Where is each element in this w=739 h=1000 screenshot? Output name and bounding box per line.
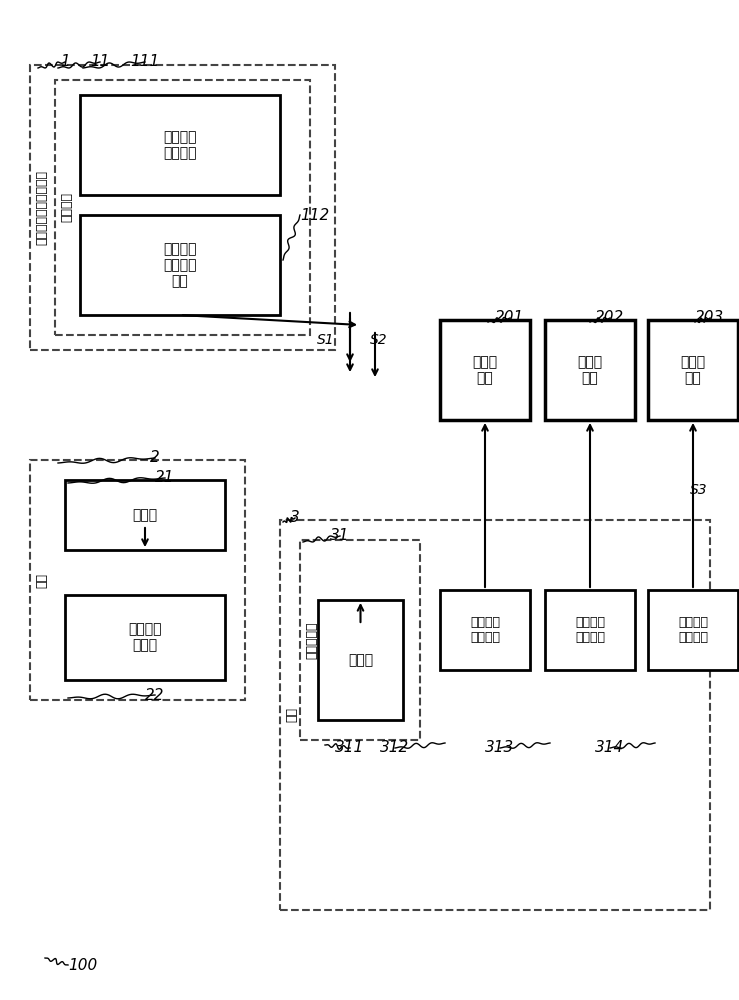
Text: 缓存器: 缓存器 xyxy=(348,653,373,667)
FancyBboxPatch shape xyxy=(30,460,245,700)
Text: 111: 111 xyxy=(130,54,160,70)
Text: 从属处理器: 从属处理器 xyxy=(305,621,319,659)
Text: S3: S3 xyxy=(690,483,708,497)
FancyBboxPatch shape xyxy=(65,480,225,550)
Text: 通用输入
输出端口: 通用输入 输出端口 xyxy=(470,616,500,644)
FancyBboxPatch shape xyxy=(80,95,280,195)
Text: 2: 2 xyxy=(150,450,160,466)
Text: 非易失性内存固态硬盘: 非易失性内存固态硬盘 xyxy=(35,170,49,245)
Text: 外围组件
快速互联
端口: 外围组件 快速互联 端口 xyxy=(163,242,197,288)
Text: 201: 201 xyxy=(495,310,525,326)
FancyBboxPatch shape xyxy=(55,80,310,335)
Text: 21: 21 xyxy=(155,471,174,486)
Text: 313: 313 xyxy=(486,740,514,756)
Text: 控制模块: 控制模块 xyxy=(61,192,73,223)
Text: 11: 11 xyxy=(90,54,110,70)
Text: 203: 203 xyxy=(695,310,725,326)
Text: 背板: 背板 xyxy=(285,708,299,722)
FancyBboxPatch shape xyxy=(545,590,635,670)
Text: 平台路径
控制器: 平台路径 控制器 xyxy=(129,622,162,653)
Text: 314: 314 xyxy=(596,740,624,756)
FancyBboxPatch shape xyxy=(545,320,635,420)
Text: S2: S2 xyxy=(370,333,388,347)
Text: 主板: 主板 xyxy=(35,572,49,587)
FancyBboxPatch shape xyxy=(80,215,280,315)
Text: 112: 112 xyxy=(300,208,330,223)
Text: 312: 312 xyxy=(381,740,409,756)
FancyBboxPatch shape xyxy=(300,540,420,740)
Text: 1: 1 xyxy=(60,54,70,70)
FancyBboxPatch shape xyxy=(65,595,225,680)
Text: 故障指
示灯: 故障指 示灯 xyxy=(681,355,706,385)
FancyBboxPatch shape xyxy=(648,320,738,420)
Text: 运作指
示灯: 运作指 示灯 xyxy=(472,355,497,385)
Text: 位置指
示灯: 位置指 示灯 xyxy=(577,355,602,385)
Text: 311: 311 xyxy=(336,740,364,756)
Text: 通用输入
输出端口: 通用输入 输出端口 xyxy=(575,616,605,644)
FancyBboxPatch shape xyxy=(440,590,530,670)
Text: 100: 100 xyxy=(68,958,98,972)
Text: 31: 31 xyxy=(330,528,350,544)
Text: 通用输入
输出端口: 通用输入 输出端口 xyxy=(678,616,708,644)
Text: S1: S1 xyxy=(317,333,335,347)
Text: 内部电路
整合端口: 内部电路 整合端口 xyxy=(163,130,197,160)
Text: 3: 3 xyxy=(290,510,300,526)
Text: 202: 202 xyxy=(596,310,624,326)
FancyBboxPatch shape xyxy=(30,65,335,350)
FancyBboxPatch shape xyxy=(440,320,530,420)
FancyBboxPatch shape xyxy=(280,520,710,910)
Text: 处理器: 处理器 xyxy=(132,508,157,522)
Text: 22: 22 xyxy=(146,688,165,702)
FancyBboxPatch shape xyxy=(648,590,738,670)
FancyBboxPatch shape xyxy=(318,600,403,720)
